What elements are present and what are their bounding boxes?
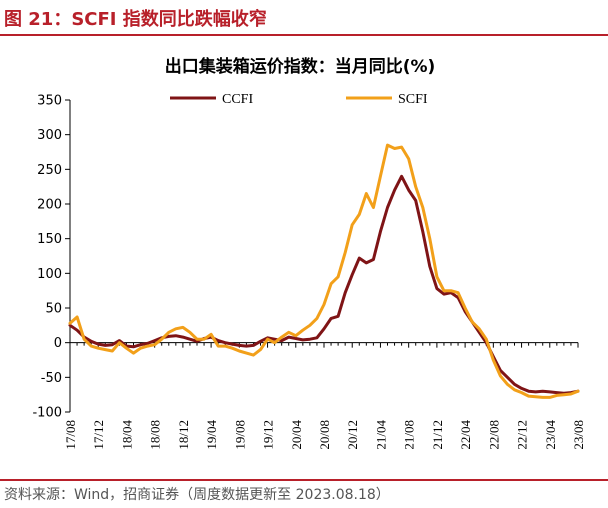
- x-tick-label: 22/08: [486, 420, 501, 450]
- x-tick-label: 22/04: [458, 420, 473, 450]
- figure-header: 图 21：SCFI 指数同比跌幅收窄: [0, 0, 608, 33]
- x-tick-label: 21/04: [373, 420, 388, 450]
- series-line-scfi: [68, 143, 580, 399]
- y-tick-label: -50: [41, 371, 62, 386]
- x-tick-label: 18/12: [176, 420, 191, 450]
- bottom-rule: [0, 479, 608, 481]
- y-tick-label: -100: [32, 406, 62, 421]
- y-tick-label: 50: [45, 302, 62, 317]
- y-tick-label: 150: [37, 232, 62, 247]
- x-tick-label: 23/04: [543, 420, 558, 450]
- x-tick-label: 19/12: [261, 420, 276, 450]
- plot-area: -100 -50 0 50 100 150 200 250 300 350 17/08 17/12 18…: [32, 94, 586, 450]
- x-tick-label: 18/04: [119, 420, 134, 450]
- y-tick-label: 250: [37, 163, 62, 178]
- legend: CCFI SCFI: [170, 92, 428, 107]
- y-tick-label: 100: [37, 267, 62, 282]
- x-tick-label: 17/12: [91, 420, 106, 450]
- chart-title: 出口集装箱运价指数：当月同比(%): [165, 56, 436, 77]
- x-tick-label: 19/04: [204, 420, 219, 450]
- x-tick-label: 20/04: [289, 420, 304, 450]
- x-tick-label: 21/08: [402, 420, 417, 450]
- y-tick-label: 200: [37, 198, 62, 213]
- figure-title: 图 21：SCFI 指数同比跌幅收窄: [4, 9, 267, 30]
- x-tick-label: 19/08: [232, 420, 247, 450]
- x-tick-label: 17/08: [63, 420, 78, 450]
- legend-label-ccfi: CCFI: [222, 92, 253, 107]
- x-tick-label: 23/08: [571, 420, 586, 450]
- x-tick-label: 20/12: [345, 420, 360, 450]
- source-note: 资料来源：Wind，招商证券（周度数据更新至 2023.08.18）: [4, 487, 390, 503]
- x-tick-label: 22/12: [515, 420, 530, 450]
- series-line-ccfi: [68, 174, 580, 395]
- y-tick-label: 350: [37, 94, 62, 109]
- chart: 出口集装箱运价指数：当月同比(%) -100 -50 0 50 100 150 200 250…: [32, 56, 586, 450]
- top-rule: [0, 34, 608, 36]
- y-tick-label: 0: [54, 336, 62, 351]
- x-tick-label: 18/08: [148, 420, 163, 450]
- x-tick-label: 20/08: [317, 420, 332, 450]
- x-tick-label: 21/12: [430, 420, 445, 450]
- legend-label-scfi: SCFI: [398, 92, 428, 107]
- y-tick-label: 300: [37, 128, 62, 143]
